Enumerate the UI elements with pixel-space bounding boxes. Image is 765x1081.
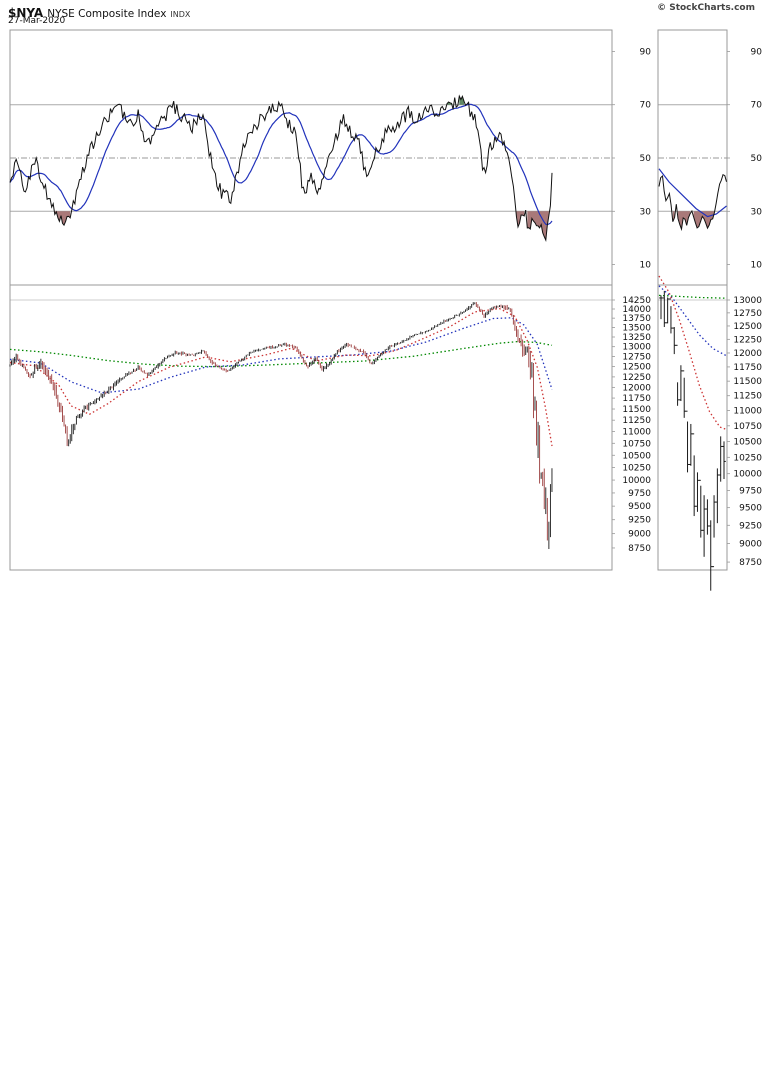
svg-text:13250: 13250 — [622, 333, 651, 343]
svg-text:9750: 9750 — [739, 486, 762, 496]
svg-text:11250: 11250 — [733, 392, 762, 402]
svg-text:11000: 11000 — [622, 428, 651, 438]
svg-text:9000: 9000 — [739, 539, 762, 549]
svg-text:10000: 10000 — [622, 476, 651, 486]
svg-text:11750: 11750 — [622, 394, 651, 404]
svg-text:14250: 14250 — [622, 296, 651, 306]
svg-text:12500: 12500 — [622, 363, 651, 373]
svg-text:50: 50 — [751, 154, 763, 164]
svg-text:12750: 12750 — [622, 353, 651, 363]
svg-text:13000: 13000 — [733, 296, 762, 306]
svg-text:30: 30 — [751, 207, 763, 217]
svg-text:13500: 13500 — [622, 323, 651, 333]
svg-text:12000: 12000 — [733, 349, 762, 359]
svg-text:9500: 9500 — [739, 504, 762, 514]
header: $NYA NYSE Composite Index INDX © StockChar… — [0, 0, 765, 30]
svg-text:11000: 11000 — [733, 407, 762, 417]
svg-text:10750: 10750 — [622, 439, 651, 449]
svg-text:70: 70 — [751, 101, 763, 111]
svg-text:12250: 12250 — [733, 335, 762, 345]
svg-text:10500: 10500 — [622, 451, 651, 461]
svg-text:8750: 8750 — [628, 544, 651, 554]
svg-text:90: 90 — [751, 47, 763, 57]
exchange: INDX — [170, 10, 191, 19]
svg-text:9750: 9750 — [628, 489, 651, 499]
svg-text:10250: 10250 — [733, 453, 762, 463]
svg-text:12750: 12750 — [733, 309, 762, 319]
svg-text:10: 10 — [751, 261, 763, 271]
svg-text:11500: 11500 — [622, 405, 651, 415]
symbol: $NYA — [8, 6, 44, 20]
svg-text:9500: 9500 — [628, 502, 651, 512]
svg-text:11250: 11250 — [622, 416, 651, 426]
svg-text:13000: 13000 — [622, 343, 651, 353]
svg-text:90: 90 — [640, 47, 652, 57]
svg-text:70: 70 — [640, 101, 652, 111]
svg-text:10750: 10750 — [733, 422, 762, 432]
svg-text:12000: 12000 — [622, 383, 651, 393]
symbol-name: NYSE Composite Index — [47, 8, 167, 20]
quote-bar: 27-Mar-2020 — [8, 16, 761, 26]
svg-text:9250: 9250 — [628, 516, 651, 526]
svg-text:10250: 10250 — [622, 464, 651, 474]
svg-text:12250: 12250 — [622, 373, 651, 383]
title-row: $NYA NYSE Composite Index INDX © StockChar… — [8, 2, 757, 20]
chart-date: 27-Mar-2020 — [8, 16, 66, 26]
svg-text:11500: 11500 — [733, 377, 762, 387]
svg-text:9250: 9250 — [739, 521, 762, 531]
svg-text:10000: 10000 — [733, 470, 762, 480]
svg-text:13750: 13750 — [622, 314, 651, 324]
svg-text:10: 10 — [640, 261, 652, 271]
price-panel: 1425014000137501350013250130001275012500… — [9, 275, 762, 591]
copyright: © StockCharts.com — [657, 3, 755, 13]
svg-text:8750: 8750 — [739, 558, 762, 568]
rsi-panel: 90 70 50 30 10 90 70 50 30 10 — [9, 29, 763, 286]
svg-text:30: 30 — [640, 207, 652, 217]
svg-text:14000: 14000 — [622, 305, 651, 315]
svg-text:11750: 11750 — [733, 363, 762, 373]
svg-text:9000: 9000 — [628, 530, 651, 540]
svg-text:10500: 10500 — [733, 437, 762, 447]
svg-text:12500: 12500 — [733, 322, 762, 332]
svg-text:50: 50 — [640, 154, 652, 164]
